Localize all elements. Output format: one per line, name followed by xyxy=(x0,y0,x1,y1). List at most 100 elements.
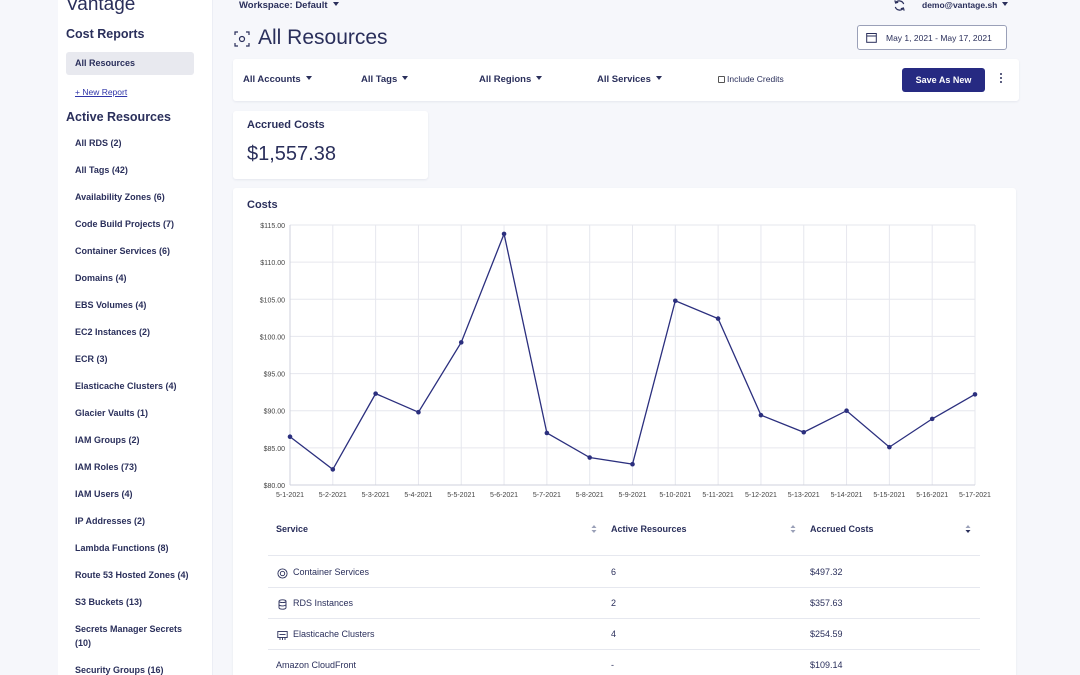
active-resources-value: 2 xyxy=(611,598,617,608)
sidebar-item-container-services[interactable]: Container Services (6) xyxy=(75,246,171,256)
accrued-costs-card: Accrued Costs $1,557.38 xyxy=(233,111,428,179)
x-tick-label: 5-7-2021 xyxy=(533,492,561,499)
date-range-label: May 1, 2021 - May 17, 2021 xyxy=(886,33,992,43)
sort-desc-icon[interactable] xyxy=(965,524,971,534)
data-point[interactable] xyxy=(887,444,892,450)
sidebar-item-elasticache-clusters[interactable]: Elasticache Clusters (4) xyxy=(75,381,177,391)
accrued-costs-value: $1,557.38 xyxy=(247,143,336,165)
data-point[interactable] xyxy=(287,434,293,440)
resources-icon xyxy=(234,31,250,47)
x-tick-label: 5-3-2021 xyxy=(362,492,390,499)
sidebar-item-ebs-volumes[interactable]: EBS Volumes (4) xyxy=(75,300,147,310)
page-title: All Resources xyxy=(258,26,388,49)
accounts-filter[interactable]: All Accounts xyxy=(243,74,312,85)
sidebar-item-iam-roles[interactable]: IAM Roles (73) xyxy=(75,462,138,472)
database-icon xyxy=(277,597,288,610)
save-as-new-button[interactable]: Save As New xyxy=(902,68,985,92)
table-divider xyxy=(268,618,980,619)
header-service[interactable]: Service xyxy=(276,524,309,534)
sidebar-item-all-tags[interactable]: All Tags (42) xyxy=(75,165,128,175)
workspace-selector[interactable]: Workspace: Default xyxy=(239,0,339,11)
x-tick-label: 5-9-2021 xyxy=(618,492,646,499)
data-point[interactable] xyxy=(544,430,550,436)
workspace-label: Workspace: Default xyxy=(239,0,328,11)
sidebar-item-route-53-hosted-zones[interactable]: Route 53 Hosted Zones (4) xyxy=(75,570,189,580)
sort-icon[interactable] xyxy=(591,524,597,534)
data-point[interactable] xyxy=(673,298,678,304)
service-name[interactable]: Elasticache Clusters xyxy=(293,629,375,639)
sidebar-item-s3-buckets[interactable]: S3 Buckets (13) xyxy=(75,597,143,607)
service-name[interactable]: Amazon CloudFront xyxy=(276,660,357,670)
more-options-icon[interactable] xyxy=(1000,73,1004,87)
sidebar-item-availability-zones[interactable]: Availability Zones (6) xyxy=(75,192,165,202)
x-tick-label: 5-1-2021 xyxy=(276,492,304,499)
data-point[interactable] xyxy=(501,231,507,237)
tags-filter[interactable]: All Tags xyxy=(361,74,409,85)
sidebar-item-all-rds[interactable]: All RDS (2) xyxy=(75,138,122,148)
x-tick-label: 5-16-2021 xyxy=(916,492,948,499)
accrued-cost-value: $109.14 xyxy=(810,660,843,670)
data-point[interactable] xyxy=(587,455,592,460)
data-point[interactable] xyxy=(416,409,421,415)
sidebar-item-glacier-vaults[interactable]: Glacier Vaults (1) xyxy=(75,408,149,418)
include-credits-checkbox[interactable] xyxy=(718,75,725,83)
x-tick-label: 5-8-2021 xyxy=(576,492,604,499)
data-point[interactable] xyxy=(929,416,935,422)
sidebar-item-all-resources[interactable]: All Resources xyxy=(66,52,194,75)
sidebar-item-secrets-manager-secrets[interactable]: Secrets Manager Secrets (10) xyxy=(75,624,183,648)
data-point[interactable] xyxy=(458,340,464,345)
sidebar-item-security-groups[interactable]: Security Groups (16) xyxy=(75,665,164,675)
chevron-down-icon xyxy=(402,76,409,80)
data-point[interactable] xyxy=(373,391,378,396)
data-point[interactable] xyxy=(758,412,764,418)
header-accrued-costs[interactable]: Accrued Costs xyxy=(810,524,874,534)
x-tick-label: 5-10-2021 xyxy=(659,492,691,499)
costs-card: Costs $80.00 $85.00 $90.00 $95.00 $100.00 $10… xyxy=(233,188,1016,675)
brand-logo[interactable]: Vantage xyxy=(66,0,136,15)
date-range-picker[interactable]: May 1, 2021 - May 17, 2021 xyxy=(857,25,1007,50)
include-credits-toggle[interactable]: Include Credits xyxy=(718,74,784,84)
service-name[interactable]: Container Services xyxy=(293,567,370,577)
filter-bar: All Accounts All Tags All Regions All Se… xyxy=(233,59,1019,101)
user-menu[interactable]: demo@vantage.sh xyxy=(922,0,1009,10)
chevron-down-icon xyxy=(536,76,543,80)
user-email: demo@vantage.sh xyxy=(922,0,998,10)
accrued-costs-label: Accrued Costs xyxy=(247,119,325,131)
x-tick-label: 5-17-2021 xyxy=(959,492,991,499)
sidebar-item-code-build-projects[interactable]: Code Build Projects (7) xyxy=(75,219,175,229)
sort-icon[interactable] xyxy=(790,524,796,534)
x-tick-label: 5-6-2021 xyxy=(490,492,518,499)
y-tick-label: $95.00 xyxy=(264,372,286,379)
sidebar-item-lambda-functions[interactable]: Lambda Functions (8) xyxy=(75,543,169,553)
sidebar-item-domains[interactable]: Domains (4) xyxy=(75,273,127,283)
data-point[interactable] xyxy=(844,408,849,414)
header-active-resources[interactable]: Active Resources xyxy=(611,524,687,534)
sidebar-item-ip-addresses[interactable]: IP Addresses (2) xyxy=(75,516,146,526)
costs-title: Costs xyxy=(247,199,278,211)
data-point[interactable] xyxy=(801,429,807,435)
sidebar-item-ecr[interactable]: ECR (3) xyxy=(75,354,108,364)
data-point[interactable] xyxy=(972,392,978,397)
container-icon xyxy=(277,566,288,579)
x-tick-label: 5-4-2021 xyxy=(404,492,432,499)
sidebar-item-iam-groups[interactable]: IAM Groups (2) xyxy=(75,435,140,445)
data-point[interactable] xyxy=(630,461,635,467)
table-divider xyxy=(268,649,980,650)
regions-filter[interactable]: All Regions xyxy=(479,74,543,85)
sidebar-item-iam-users[interactable]: IAM Users (4) xyxy=(75,489,133,499)
new-report-link[interactable]: + New Report xyxy=(75,87,128,97)
x-tick-label: 5-13-2021 xyxy=(788,492,820,499)
chevron-down-icon xyxy=(332,2,339,6)
data-point[interactable] xyxy=(330,467,336,472)
regions-filter-label: All Regions xyxy=(479,74,532,85)
services-filter[interactable]: All Services xyxy=(597,74,662,85)
refresh-icon[interactable] xyxy=(893,0,906,12)
active-resources-value: 6 xyxy=(611,567,617,577)
data-point[interactable] xyxy=(715,316,721,321)
service-name[interactable]: RDS Instances xyxy=(293,598,354,608)
chevron-down-icon xyxy=(655,76,662,80)
x-tick-label: 5-15-2021 xyxy=(873,492,905,499)
y-tick-label: $100.00 xyxy=(260,334,285,341)
sidebar-item-ec2-instances[interactable]: EC2 Instances (2) xyxy=(75,327,151,337)
calendar-icon xyxy=(866,33,877,43)
